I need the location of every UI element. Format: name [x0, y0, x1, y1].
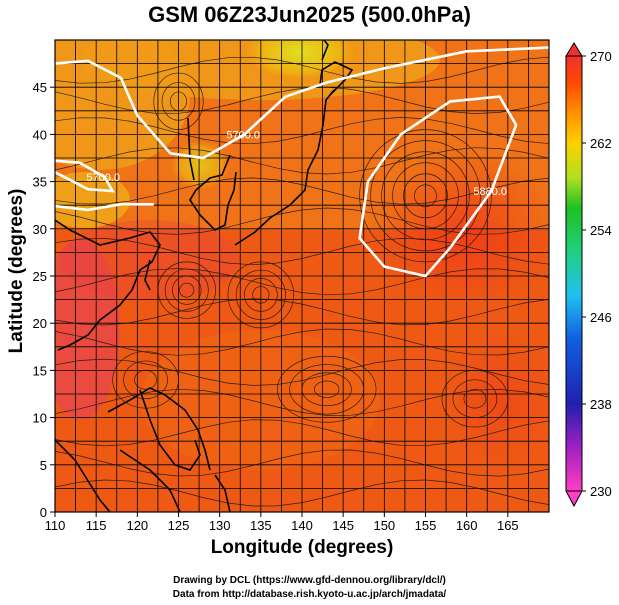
y-tick-label: 20 [33, 316, 47, 331]
contour-line [55, 203, 154, 212]
x-tick-label: 160 [456, 518, 478, 533]
y-tick-label: 30 [33, 222, 47, 237]
chart-title: GSM 06Z23Jun2025 (500.0hPa) [148, 2, 471, 27]
y-tick-label: 45 [33, 80, 47, 95]
contour-line [358, 95, 518, 278]
x-tick-label: 145 [332, 518, 354, 533]
x-tick-label: 130 [209, 518, 231, 533]
y-tick-label: 15 [33, 363, 47, 378]
x-tick-label: 135 [250, 518, 272, 533]
y-tick-label: 25 [33, 269, 47, 284]
x-tick-label: 140 [291, 518, 313, 533]
streamline [123, 360, 168, 400]
contour-label: 5700.0 [86, 172, 120, 184]
streamline [179, 282, 195, 298]
credit-source: Data from http://database.rish.kyoto-u.a… [172, 589, 447, 600]
contour-label: 5880.0 [473, 186, 507, 198]
y-tick-label: 35 [33, 175, 47, 190]
colorbar-tick-label: 254 [590, 223, 612, 238]
y-tick-label: 10 [33, 411, 47, 426]
contour-line [55, 159, 115, 193]
x-tick-label: 165 [497, 518, 519, 533]
x-tick-label: 155 [415, 518, 437, 533]
contour-line [55, 46, 549, 160]
colorbar-tick-label: 246 [590, 310, 612, 325]
x-tick-label: 150 [373, 518, 395, 533]
x-tick-label: 115 [86, 518, 107, 533]
colorbar-tick-label: 262 [590, 136, 612, 151]
streamline [463, 388, 487, 409]
credit-drawing: Drawing by DCL (https://www.gfd-dennou.o… [173, 575, 446, 586]
streamline [314, 380, 340, 398]
plot-area: 5700.0 5700.0 5880.0 [55, 40, 549, 512]
y-tick-label: 40 [33, 127, 47, 142]
y-tick-label: 0 [40, 505, 47, 520]
x-axis-label: Longitude (degrees) [210, 537, 394, 558]
colorbar-tick-label: 238 [590, 397, 612, 412]
y-tick-label: 5 [40, 458, 47, 473]
colorbar-tick-label: 230 [590, 484, 612, 499]
x-tick-label: 120 [126, 518, 148, 533]
x-tick-label: 125 [168, 518, 190, 533]
colorbar-tick-label: 270 [590, 49, 612, 64]
colorbar: 230 238 246 254 262 270 [565, 42, 612, 508]
streamline [276, 355, 377, 423]
contour-label: 5700.0 [226, 129, 260, 141]
x-tick-label: 110 [45, 518, 66, 533]
